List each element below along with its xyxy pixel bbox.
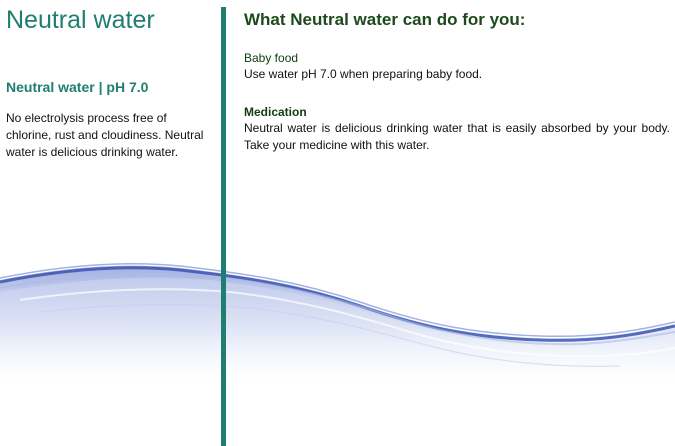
benefit-text: Use water pH 7.0 when preparing baby foo… [244, 67, 483, 81]
vertical-divider [221, 7, 226, 446]
left-column: Neutral water Neutral water | pH 7.0 No … [6, 0, 211, 159]
water-wave-illustration [0, 262, 675, 390]
description-text: No electrolysis process free of chlorine… [6, 111, 204, 159]
section-subtitle: Neutral water | pH 7.0 [6, 79, 149, 95]
benefit-item-baby-food: Baby food Use water pH 7.0 when preparin… [244, 50, 670, 83]
benefits-heading: What Neutral water can do for you: [244, 10, 526, 29]
benefit-heading: Medication [244, 105, 307, 119]
benefit-heading: Baby food [244, 51, 299, 65]
page-title: Neutral water [6, 6, 155, 34]
right-column: What Neutral water can do for you: Baby … [244, 0, 670, 152]
benefit-text: Neutral water is delicious drinking wate… [244, 121, 670, 152]
benefit-item-medication: Medication Neutral water is delicious dr… [244, 104, 670, 154]
